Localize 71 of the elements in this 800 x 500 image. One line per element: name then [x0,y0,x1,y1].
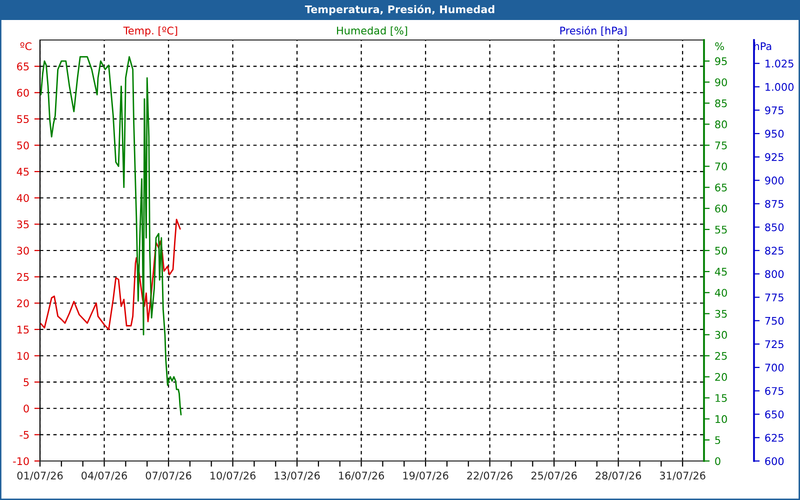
y3-tick-label: 800 [765,270,784,278]
y3-tick-label: 675 [765,387,784,395]
y3-tick-label: 600 [765,457,784,466]
y2-tick-label: 30 [715,330,727,339]
y-tick-label: 55 [17,115,29,124]
y2-tick-label: 75 [715,142,727,150]
y2-axis-title: % [715,42,724,50]
x-tick-label: 07/07/26 [146,472,192,480]
y-tick-label: 20 [17,299,29,308]
y2-tick-label: 15 [716,394,727,402]
y-tick-label: 35 [17,220,29,228]
y3-tick-label: 950 [765,130,784,138]
x-tick-label: 25/07/26 [531,472,577,480]
y3-tick-label: 975 [765,106,784,114]
y3-tick-label: 750 [765,316,784,325]
y-axis-title: ºC [20,42,32,50]
x-tick-label: 22/07/26 [467,472,513,480]
y2-tick-label: 85 [715,99,727,108]
legend-label: Presión [hPa] [560,26,626,36]
y2-tick-label: 10 [716,415,727,424]
x-tick-label: 01/07/26 [17,472,63,480]
y-tick-label: 65 [17,62,29,70]
y3-tick-label: 875 [765,200,784,208]
y3-tick-label: 850 [765,223,784,232]
x-tick-label: 04/07/26 [82,472,127,480]
y-tick-label: 0 [24,404,29,412]
y-tick-label: 60 [17,88,29,97]
y-tick-label: 10 [17,352,29,360]
x-tick-label: 31/07/26 [660,472,706,480]
y2-tick-label: 45 [714,268,727,276]
y2-tick-label: 5 [715,436,720,444]
y2-tick-label: 80 [715,120,727,128]
y2-tick-label: 70 [715,162,727,170]
y3-tick-label: 650 [765,410,784,418]
x-tick-label: 28/07/26 [596,472,642,480]
y3-tick-label: 1.000 [766,83,794,91]
y3-tick-label: 625 [765,434,784,442]
x-tick-label: 16/07/26 [339,472,384,480]
y3-tick-label: 725 [765,340,784,348]
y-tick-label: 50 [17,141,29,150]
y2-tick-label: 20 [715,373,727,381]
y3-tick-label: 900 [765,176,784,184]
y2-tick-label: 50 [715,246,727,255]
y3-tick-label: 1.025 [766,60,794,68]
y2-tick-label: 35 [715,310,727,318]
text: Humedad [%] [337,26,408,36]
y-tick-label: 30 [17,246,29,255]
y2-tick-label: 90 [715,78,727,86]
x-tick-label: 13/07/26 [274,472,320,480]
y-tick-label: -5 [20,431,29,439]
y3-tick-label: 825 [765,246,784,255]
x-tick-label: 10/07/26 [210,472,256,480]
y-tick-label: -10 [13,457,29,466]
y2-tick-label: 55 [715,226,727,234]
y-tick-label: 40 [16,194,29,202]
y-tick-label: 5 [24,378,29,386]
text: Temp. [ºC] [123,26,178,37]
y-tick-label: 25 [17,273,29,281]
chart-title: Temperatura, Presión, Humedad [304,4,494,16]
y3-tick-label: 925 [765,153,784,162]
y2-tick-label: 65 [715,184,727,192]
y-tick-label: 45 [16,168,29,176]
y3-tick-label: 700 [765,364,784,372]
y3-tick-label: 775 [765,294,784,302]
y-tick-label: 15 [17,326,29,334]
y2-tick-label: 60 [715,204,727,213]
y2-tick-label: 95 [715,57,727,66]
x-tick-label: 19/07/26 [403,472,448,480]
y2-tick-label: 25 [715,352,727,360]
y2-tick-label: 40 [714,288,727,297]
y2-tick-label: 0 [715,457,720,466]
